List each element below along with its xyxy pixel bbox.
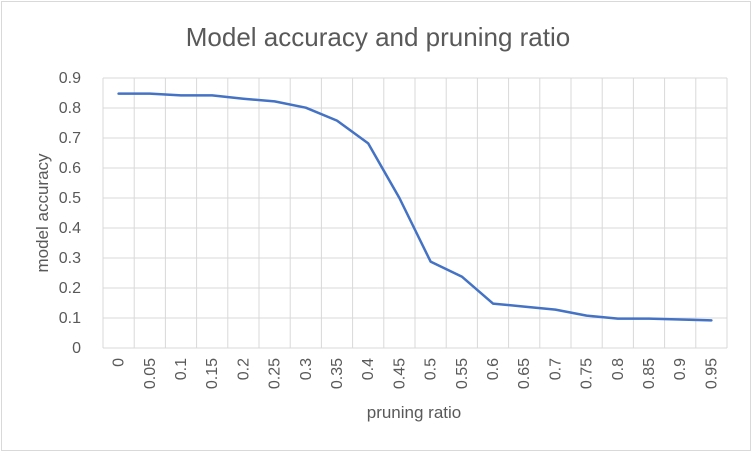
x-axis-ticks: 0 0.05 0.1 0.15 0.2 0.25 0.3 0.35 0.4 0.45 0.5 0.55… xyxy=(111,358,721,389)
y-tick-label: 0.9 xyxy=(59,70,81,87)
series-line xyxy=(117,92,713,322)
gridlines xyxy=(102,77,728,349)
x-tick-label: 0.85 xyxy=(641,358,658,389)
x-tick-label: 0.1 xyxy=(173,358,190,380)
y-tick-label: 0.3 xyxy=(59,250,81,267)
x-tick-label: 0.05 xyxy=(142,358,159,389)
y-tick-label: 0.2 xyxy=(59,280,81,297)
y-tick-label: 0.1 xyxy=(59,310,81,327)
x-tick-label: 0.4 xyxy=(360,358,377,380)
x-tick-label: 0.2 xyxy=(235,358,252,380)
x-tick-label: 0.75 xyxy=(579,358,596,389)
chart-title: Model accuracy and pruning ratio xyxy=(186,22,570,52)
y-axis-label: model accuracy xyxy=(33,153,52,273)
x-tick-label: 0.9 xyxy=(672,358,689,380)
x-tick-label: 0.65 xyxy=(516,358,533,389)
x-tick-label: 0.55 xyxy=(454,358,471,389)
x-tick-label: 0.8 xyxy=(610,358,627,380)
y-tick-label: 0.6 xyxy=(59,160,81,177)
x-tick-label: 0.7 xyxy=(547,358,564,380)
x-tick-label: 0 xyxy=(111,358,128,367)
y-axis-ticks: 0 0.1 0.2 0.3 0.4 0.5 0.6 0.7 0.8 0.9 xyxy=(59,70,81,357)
x-tick-label: 0.5 xyxy=(423,358,440,380)
y-tick-label: 0.4 xyxy=(59,220,81,237)
x-tick-label: 0.95 xyxy=(703,358,720,389)
series-group xyxy=(117,92,713,322)
x-tick-label: 0.45 xyxy=(391,358,408,389)
x-tick-label: 0.3 xyxy=(298,358,315,380)
x-tick-label: 0.25 xyxy=(267,358,284,389)
y-tick-label: 0.5 xyxy=(59,190,81,207)
x-tick-label: 0.35 xyxy=(329,358,346,389)
y-tick-label: 0 xyxy=(72,340,81,357)
x-tick-label: 0.6 xyxy=(485,358,502,380)
x-axis-label: pruning ratio xyxy=(367,403,462,422)
y-tick-label: 0.8 xyxy=(59,100,81,117)
x-tick-label: 0.15 xyxy=(204,358,221,389)
y-tick-label: 0.7 xyxy=(59,130,81,147)
